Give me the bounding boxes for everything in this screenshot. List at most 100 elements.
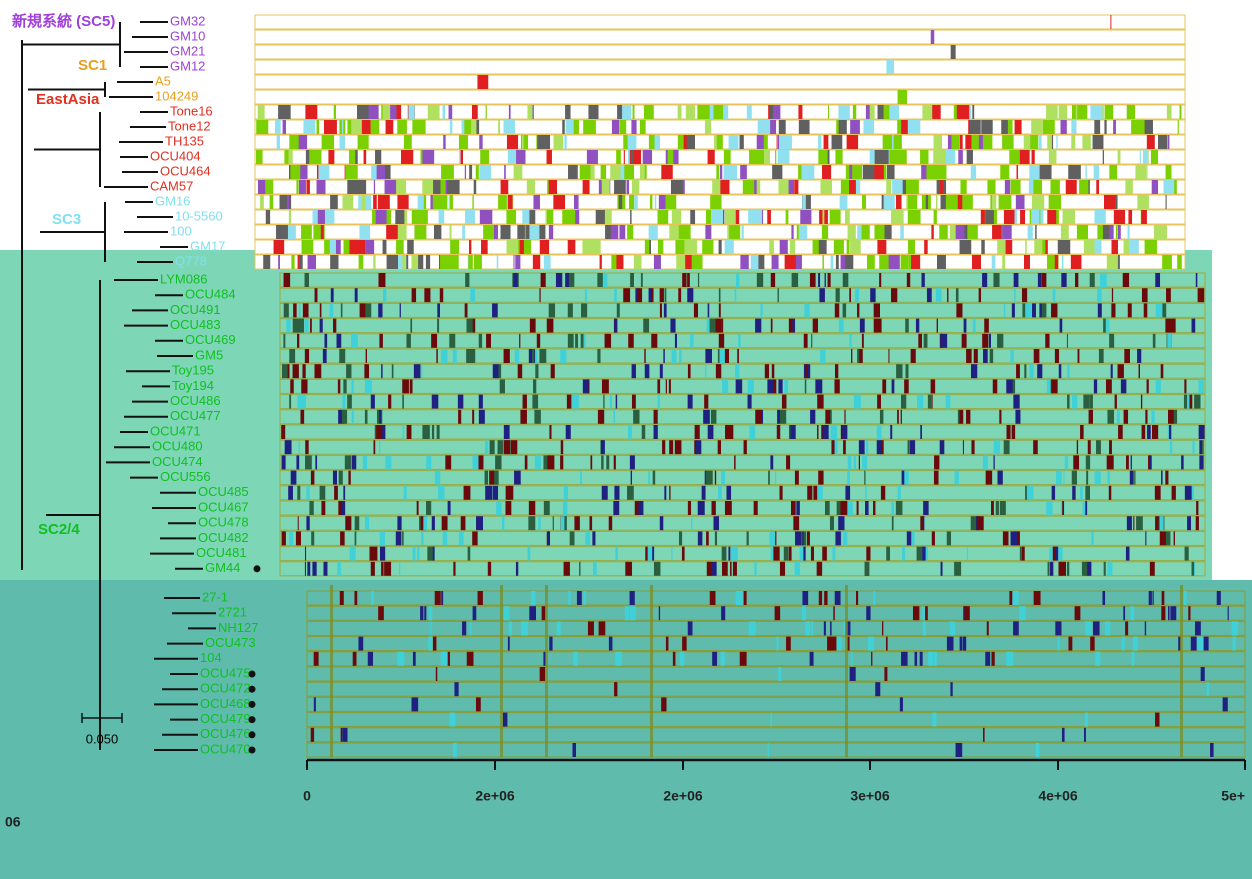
recombination-segment bbox=[630, 210, 632, 224]
recombination-segment bbox=[1130, 455, 1132, 470]
recombination-segment bbox=[1105, 318, 1110, 333]
recombination-segment bbox=[1062, 210, 1076, 224]
recombination-segment bbox=[597, 409, 602, 424]
recombination-segment bbox=[623, 288, 631, 303]
recombination-segment bbox=[585, 531, 591, 546]
recombination-segment bbox=[1080, 425, 1084, 439]
leaf-label: OCU480 bbox=[152, 439, 203, 454]
recombination-segment bbox=[549, 636, 553, 651]
recombination-segment bbox=[1031, 195, 1045, 209]
recombination-segment bbox=[376, 409, 380, 424]
recombination-segment bbox=[776, 425, 781, 439]
recombination-segment bbox=[644, 349, 646, 363]
recombination-segment bbox=[754, 255, 765, 269]
recombination-segment bbox=[619, 225, 626, 239]
recombination-segment bbox=[584, 288, 587, 303]
recombination-segment bbox=[750, 255, 759, 269]
recombination-segment bbox=[546, 210, 554, 224]
recombination-segment bbox=[532, 394, 539, 409]
recombination-segment bbox=[720, 105, 729, 119]
recombination-segment bbox=[1089, 394, 1093, 409]
recombination-segment bbox=[478, 333, 483, 348]
recombination-segment bbox=[659, 303, 662, 318]
recombination-segment bbox=[441, 165, 454, 179]
recombination-segment bbox=[370, 546, 378, 561]
recombination-segment bbox=[693, 303, 698, 318]
recombination-segment bbox=[911, 255, 921, 269]
recombination-segment bbox=[466, 651, 474, 666]
recombination-segment bbox=[906, 531, 912, 546]
recombination-segment bbox=[793, 516, 800, 531]
recombination-segment bbox=[1115, 225, 1118, 239]
recombination-segment bbox=[1086, 470, 1089, 485]
recombination-segment bbox=[379, 531, 385, 546]
recombination-segment bbox=[1155, 273, 1161, 287]
genome-track bbox=[254, 74, 1186, 90]
axis-overflow-label: 06 bbox=[5, 814, 21, 830]
recombination-segment bbox=[413, 364, 421, 379]
recombination-segment bbox=[288, 225, 296, 239]
recombination-segment bbox=[453, 561, 456, 576]
recombination-segment bbox=[410, 318, 413, 333]
recombination-segment bbox=[494, 470, 499, 485]
recombination-segment bbox=[724, 501, 732, 515]
recombination-segment bbox=[1194, 394, 1201, 409]
recombination-segment bbox=[769, 240, 774, 254]
recombination-segment bbox=[399, 303, 401, 318]
recombination-segment bbox=[623, 150, 625, 164]
recombination-segment bbox=[728, 135, 739, 149]
recombination-segment bbox=[724, 210, 736, 224]
recombination-segment bbox=[527, 105, 534, 119]
recombination-segment bbox=[1084, 561, 1092, 576]
recombination-segment bbox=[345, 165, 358, 179]
recombination-segment bbox=[670, 180, 683, 194]
recombination-segment bbox=[403, 135, 412, 149]
recombination-segment bbox=[802, 546, 806, 561]
recombination-segment bbox=[273, 240, 276, 254]
recombination-segment bbox=[503, 440, 511, 455]
recombination-segment bbox=[1134, 470, 1136, 485]
recombination-segment bbox=[1117, 225, 1121, 239]
recombination-segment bbox=[1167, 135, 1170, 149]
recombination-segment bbox=[882, 379, 887, 394]
genome-track bbox=[279, 424, 1206, 440]
recombination-segment bbox=[1077, 105, 1087, 119]
recombination-segment bbox=[1123, 606, 1126, 621]
recombination-segment bbox=[920, 425, 923, 439]
recombination-segment bbox=[870, 288, 872, 303]
recombination-segment bbox=[306, 180, 310, 194]
recombination-segment bbox=[321, 501, 326, 515]
recombination-segment bbox=[725, 425, 730, 439]
recombination-segment bbox=[988, 333, 991, 348]
recombination-segment bbox=[537, 135, 551, 149]
recombination-segment bbox=[553, 195, 566, 209]
recombination-segment bbox=[1076, 440, 1079, 455]
recombination-segment bbox=[498, 195, 507, 209]
recombination-segment bbox=[435, 667, 438, 681]
leaf-label: OCU469 bbox=[185, 332, 236, 347]
recombination-segment bbox=[904, 379, 909, 394]
recombination-segment bbox=[668, 379, 671, 394]
recombination-segment bbox=[865, 485, 867, 500]
recombination-segment bbox=[397, 120, 407, 134]
recombination-segment bbox=[572, 394, 579, 409]
recombination-segment bbox=[716, 135, 723, 149]
recombination-segment bbox=[816, 561, 823, 576]
recombination-segment bbox=[734, 288, 737, 303]
recombination-segment bbox=[886, 60, 894, 74]
recombination-segment bbox=[394, 180, 407, 194]
recombination-segment bbox=[985, 651, 991, 666]
recombination-segment bbox=[1131, 651, 1135, 666]
recombination-segment bbox=[687, 501, 692, 515]
recombination-segment bbox=[827, 636, 832, 651]
recombination-segment bbox=[719, 165, 723, 179]
recombination-segment bbox=[1055, 470, 1062, 485]
recombination-segment bbox=[687, 621, 693, 636]
recombination-segment bbox=[519, 333, 521, 348]
recombination-segment bbox=[614, 682, 618, 697]
recombination-segment bbox=[1141, 288, 1148, 303]
recombination-segment bbox=[909, 440, 916, 455]
recombination-segment bbox=[601, 485, 608, 500]
recombination-segment bbox=[792, 318, 796, 333]
recombination-segment bbox=[468, 255, 473, 269]
